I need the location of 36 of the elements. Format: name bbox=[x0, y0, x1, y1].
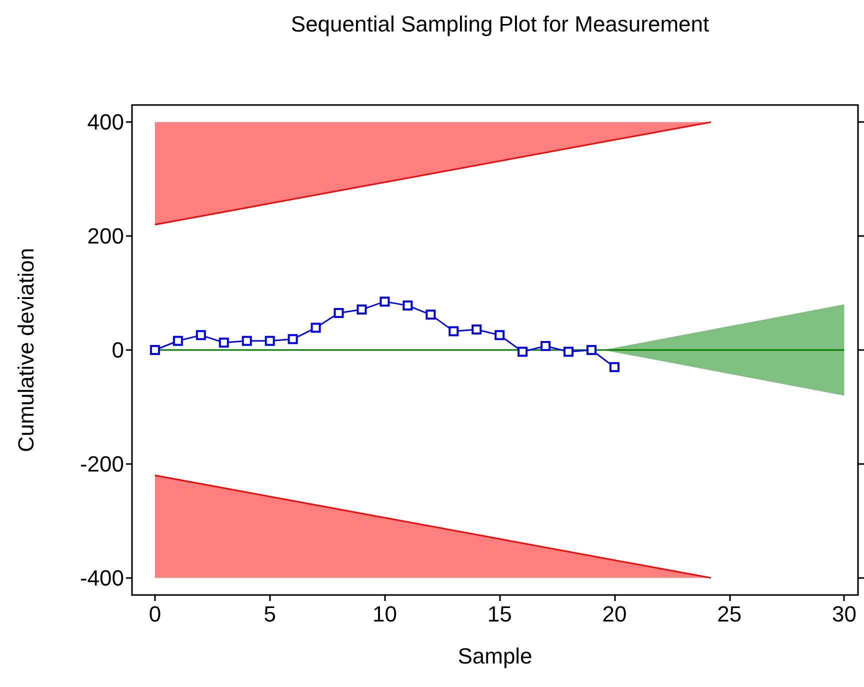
chart-title: Sequential Sampling Plot for Measurement bbox=[290, 12, 710, 36]
point bbox=[472, 324, 482, 334]
point bbox=[586, 345, 596, 355]
point bbox=[150, 345, 160, 355]
point bbox=[288, 334, 298, 344]
point bbox=[518, 346, 528, 357]
y-tick-label: 400 bbox=[87, 110, 124, 135]
point bbox=[494, 330, 505, 340]
x-tick-label: 0 bbox=[148, 602, 162, 626]
point bbox=[310, 322, 321, 333]
point bbox=[426, 310, 436, 320]
point bbox=[564, 346, 574, 357]
point bbox=[264, 336, 275, 346]
x-tick-label: 20 bbox=[602, 602, 627, 626]
point bbox=[196, 330, 206, 340]
x-tick-label: 25 bbox=[717, 602, 742, 626]
point bbox=[540, 341, 551, 352]
point bbox=[172, 336, 183, 346]
point bbox=[356, 304, 367, 315]
point bbox=[380, 296, 390, 307]
y-tick-label: -200 bbox=[80, 451, 124, 476]
y-axis-title: Cumulative deviation bbox=[14, 248, 38, 452]
point bbox=[334, 308, 344, 318]
y-tick-label: -400 bbox=[80, 565, 124, 590]
x-tick-label: 30 bbox=[832, 602, 856, 626]
x-axis-title: Sample bbox=[458, 644, 532, 668]
point bbox=[218, 338, 229, 348]
point bbox=[448, 326, 459, 336]
x-tick-label: 5 bbox=[264, 602, 276, 626]
point bbox=[242, 336, 252, 346]
y-tick-label: 200 bbox=[87, 224, 124, 249]
y-tick-label: 0 bbox=[112, 338, 124, 362]
point bbox=[402, 300, 413, 311]
x-tick-label: 15 bbox=[487, 602, 512, 626]
point bbox=[609, 362, 620, 372]
x-tick-label: 10 bbox=[372, 602, 397, 626]
